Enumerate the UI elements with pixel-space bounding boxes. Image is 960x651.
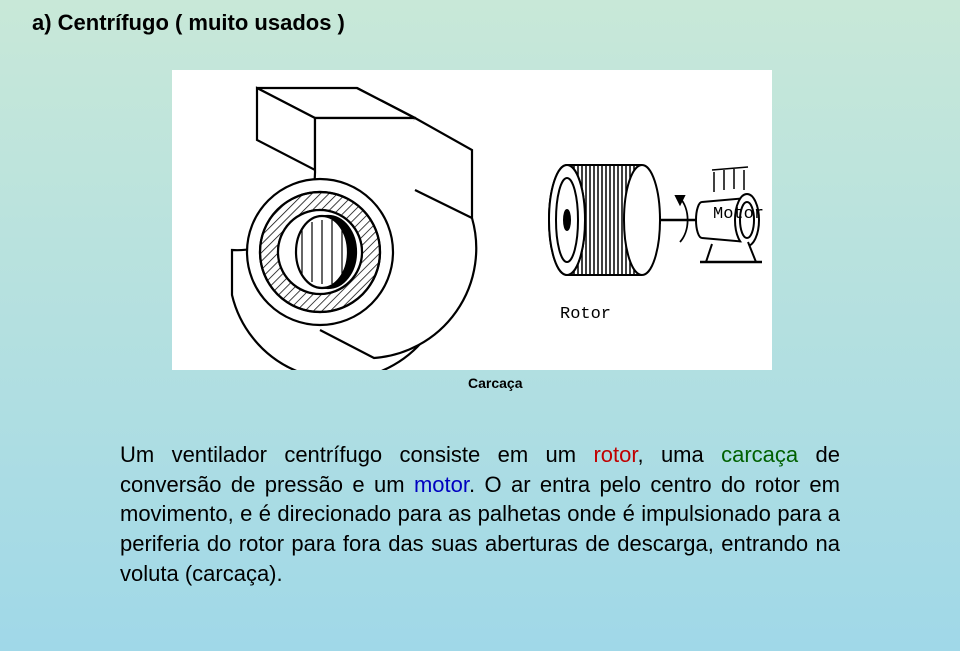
- rotor-label: Rotor: [560, 305, 611, 324]
- fan-housing: [232, 88, 476, 370]
- rotor-wheel: [549, 165, 697, 275]
- carcaca-keyword: carcaça: [721, 442, 798, 467]
- carcaca-label: Carcaça: [468, 375, 523, 391]
- body-paragraph: Um ventilador centrífugo consiste em um …: [120, 440, 840, 588]
- motor-keyword: motor: [414, 472, 469, 497]
- figure-diagram: [172, 70, 772, 370]
- text-segment: , uma: [637, 442, 721, 467]
- motor-label: Motor: [713, 205, 764, 224]
- rotor-keyword: rotor: [593, 442, 637, 467]
- text-segment: Um ventilador centrífugo consiste em um: [120, 442, 593, 467]
- section-title: a) Centrífugo ( muito usados ): [32, 10, 345, 36]
